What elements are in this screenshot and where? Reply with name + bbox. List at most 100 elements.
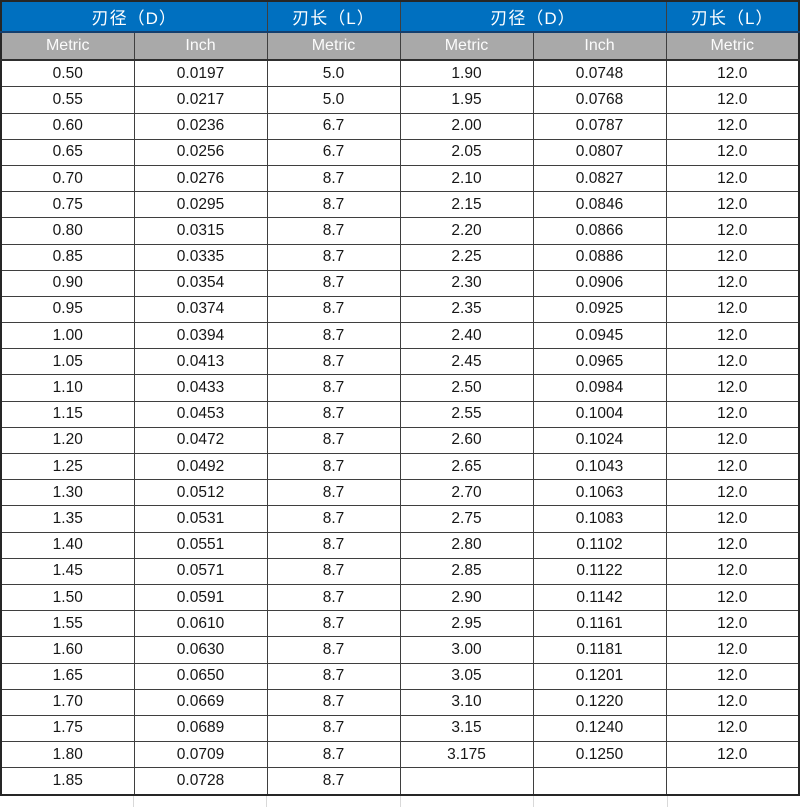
subheader-metric-d-left: Metric — [0, 31, 135, 61]
table-body: 0.50 0.0197 5.0 1.90 0.0748 12.0 0.55 0.0217 5.0… — [0, 59, 800, 796]
table-cell: 0.1220 — [532, 688, 667, 716]
cutoff-cell — [134, 796, 267, 807]
table-cell: 2.65 — [399, 452, 534, 481]
table-row: 1.65 0.0650 8.7 3.05 0.1201 12.0 — [0, 662, 800, 690]
table-cell: 12.0 — [665, 531, 800, 559]
table-cell: 0.0650 — [133, 662, 268, 690]
table-cell: 0.0945 — [532, 322, 667, 350]
header-blade-diameter-right: 刃径（D） — [399, 0, 667, 33]
table-cell: 2.95 — [399, 610, 534, 638]
table-cell: 0.0394 — [133, 322, 268, 350]
table-cell: 1.65 — [0, 662, 135, 690]
subheader-metric-l-right: Metric — [665, 31, 800, 61]
subheader-row: Metric Inch Metric Metric Inch Metric — [0, 31, 800, 61]
cutoff-cell — [0, 796, 134, 807]
table-cell: 0.0630 — [133, 636, 268, 664]
table-cell: 12.0 — [665, 59, 800, 88]
table-cell: 0.90 — [0, 269, 135, 297]
table-cell: 2.75 — [399, 505, 534, 533]
table-cell: 5.0 — [266, 86, 401, 114]
table-cell: 1.75 — [0, 714, 135, 743]
table-cell: 0.0335 — [133, 243, 268, 271]
header-blade-length-right: 刃长（L） — [665, 0, 800, 33]
table-cell: 12.0 — [665, 426, 800, 455]
table-cell: 12.0 — [665, 217, 800, 245]
cutoff-cell — [401, 796, 534, 807]
table-cell: 8.7 — [266, 322, 401, 350]
table-cell: 3.00 — [399, 636, 534, 664]
table-cell: 0.55 — [0, 86, 135, 114]
table-row: 1.85 0.0728 8.7 — [0, 767, 800, 796]
table-cell: 0.0433 — [133, 374, 268, 402]
table-cell: 8.7 — [266, 714, 401, 743]
table-row: 1.00 0.0394 8.7 2.40 0.0945 12.0 — [0, 322, 800, 350]
table-cell: 1.40 — [0, 531, 135, 559]
table-cell: 0.1181 — [532, 636, 667, 664]
table-cell: 0.0827 — [532, 164, 667, 193]
table-cell: 0.0965 — [532, 348, 667, 376]
subheader-inch-d-left: Inch — [133, 31, 268, 61]
table-cell: 8.7 — [266, 348, 401, 376]
table-row: 1.30 0.0512 8.7 2.70 0.1063 12.0 — [0, 479, 800, 507]
header-group-row: 刃径（D） 刃长（L） 刃径（D） 刃长（L） — [0, 0, 800, 33]
table-cell: 8.7 — [266, 164, 401, 193]
table-cell: 12.0 — [665, 191, 800, 219]
table-cell: 5.0 — [266, 59, 401, 88]
table-row: 1.55 0.0610 8.7 2.95 0.1161 12.0 — [0, 610, 800, 638]
table-cell: 12.0 — [665, 86, 800, 114]
table-cell: 12.0 — [665, 714, 800, 743]
table-cell: 1.20 — [0, 426, 135, 455]
table-cell: 0.0906 — [532, 269, 667, 297]
table-cell: 0.0492 — [133, 452, 268, 481]
table-cell: 2.70 — [399, 479, 534, 507]
table-cell: 0.0256 — [133, 138, 268, 166]
table-cell: 1.10 — [0, 374, 135, 402]
cutoff-cell — [668, 796, 800, 807]
table-cell: 0.50 — [0, 59, 135, 88]
table-cell: 0.1122 — [532, 557, 667, 585]
table-cell: 2.15 — [399, 191, 534, 219]
table-cell: 12.0 — [665, 636, 800, 664]
table-row: 0.85 0.0335 8.7 2.25 0.0886 12.0 — [0, 243, 800, 271]
table-cell: 0.0807 — [532, 138, 667, 166]
table-cell: 2.05 — [399, 138, 534, 166]
table-cell: 0.0354 — [133, 269, 268, 297]
table-cell: 0.0295 — [133, 191, 268, 219]
table-cell: 0.95 — [0, 295, 135, 324]
table-row: 1.25 0.0492 8.7 2.65 0.1043 12.0 — [0, 452, 800, 481]
table-cell: 0.0689 — [133, 714, 268, 743]
table-cell: 8.7 — [266, 295, 401, 324]
table-row: 1.40 0.0551 8.7 2.80 0.1102 12.0 — [0, 531, 800, 559]
table-row: 0.90 0.0354 8.7 2.30 0.0906 12.0 — [0, 269, 800, 297]
table-cell: 0.1083 — [532, 505, 667, 533]
table-cell: 0.0748 — [532, 59, 667, 88]
table-cell: 0.1024 — [532, 426, 667, 455]
table-cell: 0.1161 — [532, 610, 667, 638]
table-cell: 0.1004 — [532, 400, 667, 428]
table-cell: 8.7 — [266, 662, 401, 690]
table-cell: 2.00 — [399, 112, 534, 140]
table-cell: 1.60 — [0, 636, 135, 664]
table-row: 0.70 0.0276 8.7 2.10 0.0827 12.0 — [0, 164, 800, 193]
table-cell: 0.0236 — [133, 112, 268, 140]
table-cell: 12.0 — [665, 269, 800, 297]
table-cell: 0.1201 — [532, 662, 667, 690]
table-cell: 12.0 — [665, 400, 800, 428]
table-cell: 12.0 — [665, 348, 800, 376]
table-cell: 1.30 — [0, 479, 135, 507]
table-cell: 12.0 — [665, 505, 800, 533]
table-cell: 0.0925 — [532, 295, 667, 324]
table-cell: 8.7 — [266, 767, 401, 796]
table-cell: 8.7 — [266, 452, 401, 481]
table-row: 1.20 0.0472 8.7 2.60 0.1024 12.0 — [0, 426, 800, 455]
table-cell: 1.80 — [0, 741, 135, 769]
table-cell: 8.7 — [266, 243, 401, 271]
table-cell: 0.80 — [0, 217, 135, 245]
table-cell: 8.7 — [266, 400, 401, 428]
table-cell: 0.0197 — [133, 59, 268, 88]
table-cell: 12.0 — [665, 688, 800, 716]
subheader-metric-l-left: Metric — [266, 31, 401, 61]
table-cell: 2.20 — [399, 217, 534, 245]
table-row: 0.80 0.0315 8.7 2.20 0.0866 12.0 — [0, 217, 800, 245]
